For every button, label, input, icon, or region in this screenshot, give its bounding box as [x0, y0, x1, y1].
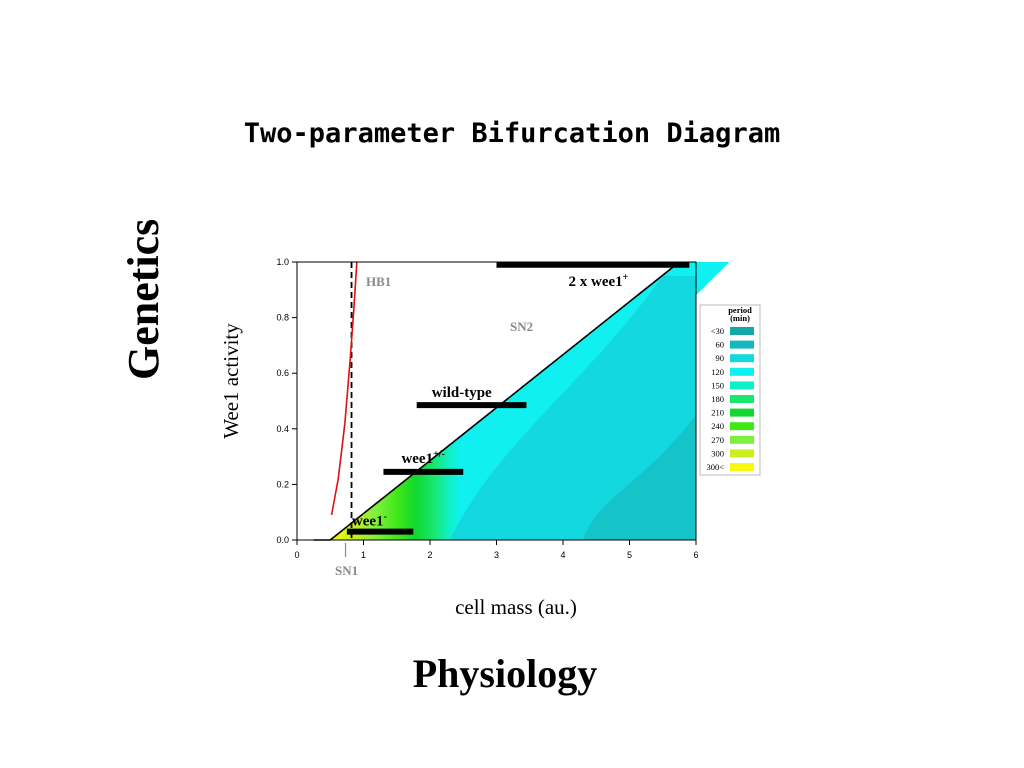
strain-markers: wee1- wee1+/- wild-type 2 x wee1+: [346, 261, 690, 535]
legend-item-label: 300<: [706, 462, 724, 472]
y-axis-title: Wee1 activity: [219, 323, 243, 439]
legend-item-label: <30: [711, 326, 724, 336]
x-tick-label: 2: [427, 550, 432, 560]
legend-swatch: [730, 408, 754, 417]
region-90min: [449, 275, 696, 540]
legend-unit: (min): [730, 313, 750, 323]
period-legend: period(min) <30 60 90 120 150 180 210 240 270 300 3…: [699, 304, 761, 476]
legend-item-label: 240: [711, 421, 724, 431]
strain-label-wee1-double: 2 x wee1+: [569, 272, 629, 290]
x-tick-label: 0: [294, 550, 299, 560]
legend-item-label: 270: [711, 435, 724, 445]
legend-swatch: [730, 422, 754, 431]
legend-item-label: 300: [711, 448, 724, 458]
strain-label-wild-type: wild-type: [432, 385, 492, 401]
legend-item-label: 60: [716, 340, 725, 350]
legend-swatch: [730, 367, 754, 376]
y-tick-label: 0.2: [276, 479, 289, 489]
x-tick-label: 1: [361, 550, 366, 560]
legend-item-label: 180: [711, 394, 724, 404]
legend-swatch: [730, 327, 754, 335]
hb1-label: HB1: [366, 274, 391, 289]
sn2-curve: [329, 261, 680, 541]
legend-swatch: [730, 381, 754, 390]
hb1-curve: [330, 261, 358, 516]
legend-title: period: [728, 305, 752, 315]
legend-item-label: 150: [711, 380, 724, 390]
region-60min: [582, 414, 696, 540]
legend-swatch: [730, 395, 754, 403]
y-tick-label: 0.6: [276, 368, 289, 378]
sn1-label: SN1: [335, 563, 358, 578]
x-axis-title: cell mass (au.): [455, 595, 577, 619]
legend-item-label: 120: [711, 367, 724, 377]
y-tick-label: 0.0: [276, 535, 289, 545]
legend-swatch: [730, 463, 754, 471]
sn2-label: SN2: [510, 319, 533, 334]
legend-swatch: [730, 449, 754, 458]
y-tick-label: 0.4: [276, 424, 289, 434]
x-tick-label: 3: [494, 550, 499, 560]
physiology-label: Physiology: [412, 651, 598, 696]
strain-label-wee1-het: wee1+/-: [401, 449, 444, 467]
legend-swatch: [730, 354, 754, 363]
axes: 0 1 2 3 4 5 6 0.0 0.2 0.4 0.6 0.8 1.0 cell mass (au.)…: [219, 257, 699, 619]
x-tick-label: 4: [560, 550, 565, 560]
x-tick-label: 6: [693, 550, 698, 560]
legend-item-label: 90: [716, 353, 725, 363]
period-heatmap: [330, 262, 730, 540]
strain-label-wee1-minus: wee1-: [352, 512, 387, 530]
y-tick-label: 1.0: [276, 257, 289, 267]
legend-swatch: [730, 340, 754, 349]
legend-item-label: 210: [711, 408, 724, 418]
y-tick-label: 0.8: [276, 313, 289, 323]
legend-swatch: [730, 435, 754, 444]
slide-title: Two-parameter Bifurcation Diagram: [243, 118, 781, 149]
x-tick-label: 5: [627, 550, 632, 560]
